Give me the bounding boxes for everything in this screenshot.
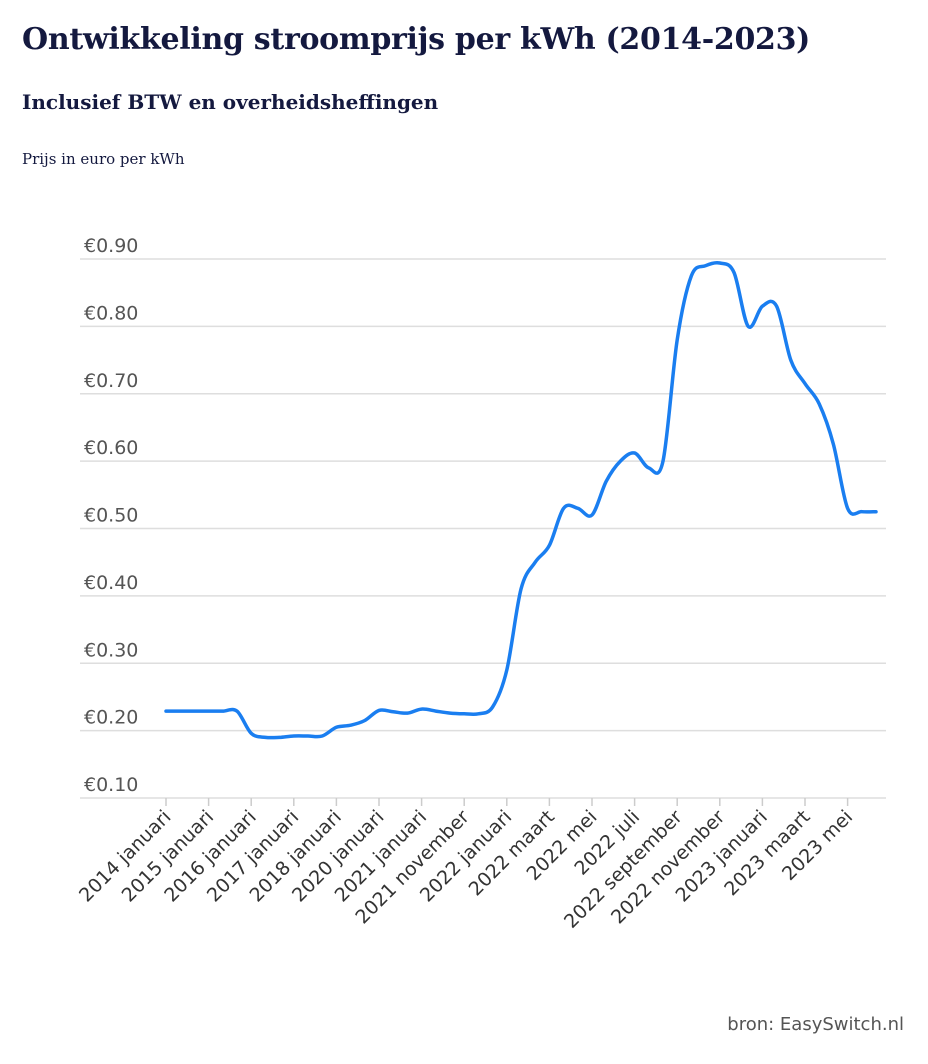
y-tick-label: €0.10 xyxy=(84,774,138,796)
chart-title: Ontwikkeling stroomprijs per kWh (2014-2… xyxy=(22,22,811,57)
y-axis-ticks: €0.10 €0.20 €0.30 €0.40 €0.50 €0.60 €0.70 €0.80… xyxy=(84,235,138,796)
series-line xyxy=(164,260,878,740)
line-chart: €0.10 €0.20 €0.30 €0.40 €0.50 €0.60 €0.70 €0.80… xyxy=(75,235,886,933)
y-tick-label: €0.90 xyxy=(84,235,138,257)
y-tick-label: €0.20 xyxy=(84,707,138,729)
y-tick-label: €0.60 xyxy=(84,437,138,459)
y-tick-label: €0.70 xyxy=(84,370,138,392)
y-tick-label: €0.50 xyxy=(84,505,138,527)
y-tick-label: €0.40 xyxy=(84,572,138,594)
y-tick-label: €0.30 xyxy=(84,639,138,661)
series-lines xyxy=(164,260,878,740)
y-axis-label: Prijs in euro per kWh xyxy=(22,150,185,168)
chart-subtitle: Inclusief BTW en overheidsheffingen xyxy=(22,90,439,114)
gridlines xyxy=(80,258,886,799)
y-tick-label: €0.80 xyxy=(84,302,138,324)
source-credit: bron: EasySwitch.nl xyxy=(727,1014,904,1035)
